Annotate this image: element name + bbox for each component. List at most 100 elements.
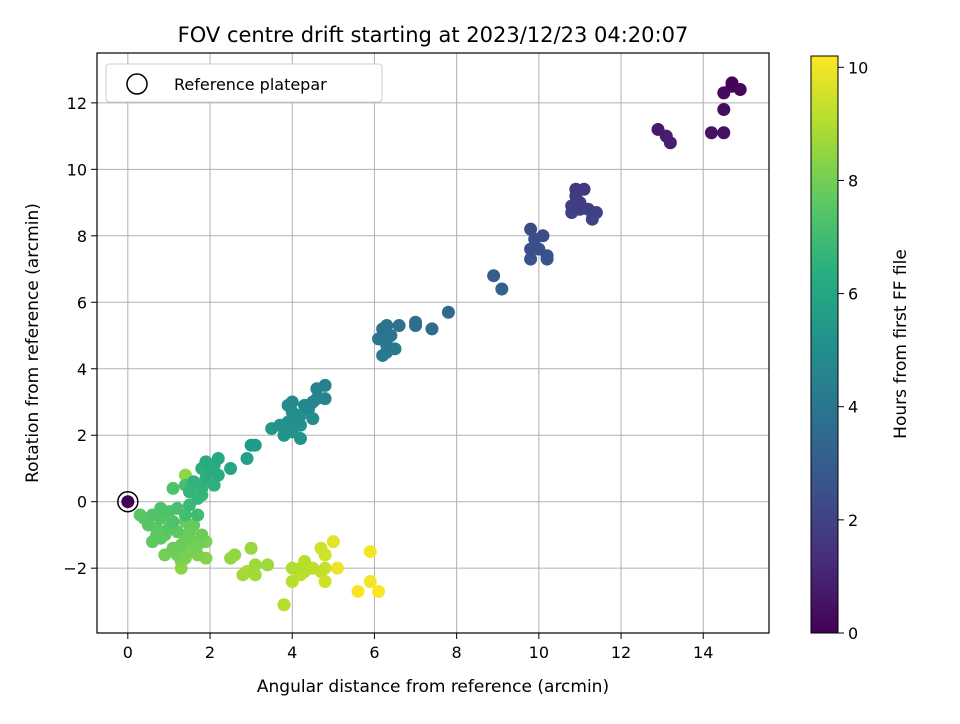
legend-marker	[126, 73, 148, 95]
legend: Reference platepar	[105, 63, 383, 103]
colorbar-tick-label: 0	[848, 624, 858, 643]
reference-marker	[117, 490, 139, 513]
scatter-point	[487, 269, 501, 283]
colorbar-tick-label: 6	[848, 285, 858, 304]
x-tick-label: 8	[452, 643, 462, 662]
colorbar	[810, 55, 839, 634]
scatter-point	[154, 531, 168, 545]
scatter-point	[166, 481, 180, 495]
scatter-point	[277, 598, 291, 612]
scatter-point	[717, 103, 731, 117]
scatter-point	[191, 538, 205, 552]
scatter-point	[318, 574, 332, 588]
reference-point-fill	[121, 495, 135, 509]
scatter-point	[326, 535, 340, 549]
scatter-point	[199, 455, 213, 469]
scatter-point	[195, 528, 209, 542]
scatter-point	[524, 242, 538, 256]
scatter-point	[704, 126, 718, 140]
scatter-point	[244, 541, 258, 555]
scatter-point	[141, 518, 155, 532]
plot-grid	[97, 53, 769, 633]
scatter-point	[363, 545, 377, 559]
scatter-point	[224, 461, 238, 475]
scatter-point	[248, 568, 262, 582]
scatter-point	[363, 574, 377, 588]
scatter-point	[524, 222, 538, 236]
scatter-point	[285, 574, 299, 588]
scatter-point	[495, 282, 509, 296]
y-tick-label: 6	[77, 293, 87, 312]
scatter-point	[392, 319, 406, 333]
scatter-point	[154, 501, 168, 515]
colorbar-tick-label: 10	[848, 58, 868, 77]
x-tick-label: 6	[369, 643, 379, 662]
legend-label: Reference platepar	[174, 75, 327, 94]
scatter-point	[310, 382, 324, 396]
x-axis-label: Angular distance from reference (arcmin)	[257, 677, 609, 697]
scatter-point	[651, 122, 665, 136]
axis-ticks: 0 2 4 6 8 10 12 14 −2 0 2 4 6 8 10 12	[63, 94, 713, 662]
scatter-point	[261, 558, 275, 572]
scatter-point	[166, 515, 180, 529]
scatter-point	[248, 558, 262, 572]
x-tick-label: 0	[123, 643, 133, 662]
scatter-point	[281, 418, 295, 432]
colorbar-ticks: 0 2 4 6 8 10	[838, 58, 868, 643]
scatter-point	[577, 182, 591, 196]
scatter-point	[244, 438, 258, 452]
scatter-point	[318, 548, 332, 562]
scatter-point	[310, 392, 324, 406]
scatter-point	[717, 126, 731, 140]
colorbar-tick-label: 2	[848, 511, 858, 530]
scatter-point	[725, 76, 739, 90]
scatter-point	[409, 319, 423, 333]
x-tick-label: 4	[287, 643, 297, 662]
scatter-point	[211, 452, 225, 466]
x-tick-label: 14	[693, 643, 713, 662]
x-tick-label: 2	[205, 643, 215, 662]
x-tick-label: 12	[611, 643, 631, 662]
scatter-point	[182, 485, 196, 499]
reference-point-ring	[117, 490, 139, 513]
plot-frame	[96, 52, 770, 634]
scatter-point	[330, 561, 344, 575]
legend-box	[105, 63, 383, 103]
scatter-point	[380, 332, 394, 346]
scatter-point	[236, 568, 250, 582]
y-tick-label: 2	[77, 426, 87, 445]
y-axis-label: Rotation from reference (arcmin)	[23, 203, 43, 483]
scatter-point	[585, 212, 599, 226]
chart-title: FOV centre drift starting at 2023/12/23 …	[178, 23, 689, 47]
y-tick-label: 4	[77, 360, 87, 379]
scatter-point	[195, 481, 209, 495]
scatter-point	[376, 322, 390, 336]
scatter-point	[372, 584, 386, 598]
scatter-point	[425, 322, 439, 336]
scatter-point	[166, 541, 180, 555]
scatter-point	[133, 508, 147, 522]
scatter-point	[191, 508, 205, 522]
x-tick-label: 10	[529, 643, 549, 662]
colorbar-tick-label: 8	[848, 171, 858, 190]
scatter-point	[524, 252, 538, 266]
scatter-point	[306, 412, 320, 426]
y-tick-label: 12	[67, 94, 87, 113]
scatter-point	[536, 229, 550, 243]
y-tick-label: −2	[63, 559, 87, 578]
y-tick-label: 8	[77, 227, 87, 246]
scatter-point	[388, 342, 402, 356]
scatter-point	[240, 452, 254, 466]
scatter-points	[133, 76, 747, 612]
y-tick-label: 10	[67, 160, 87, 179]
scatter-point	[441, 305, 455, 319]
scatter-point	[281, 398, 295, 412]
scatter-point	[178, 508, 192, 522]
scatter-point	[224, 551, 238, 565]
scatter-point	[351, 584, 365, 598]
scatter-point	[187, 518, 201, 532]
colorbar-label: Hours from first FF file	[891, 249, 911, 439]
y-tick-label: 0	[77, 493, 87, 512]
scatter-point	[573, 196, 587, 210]
